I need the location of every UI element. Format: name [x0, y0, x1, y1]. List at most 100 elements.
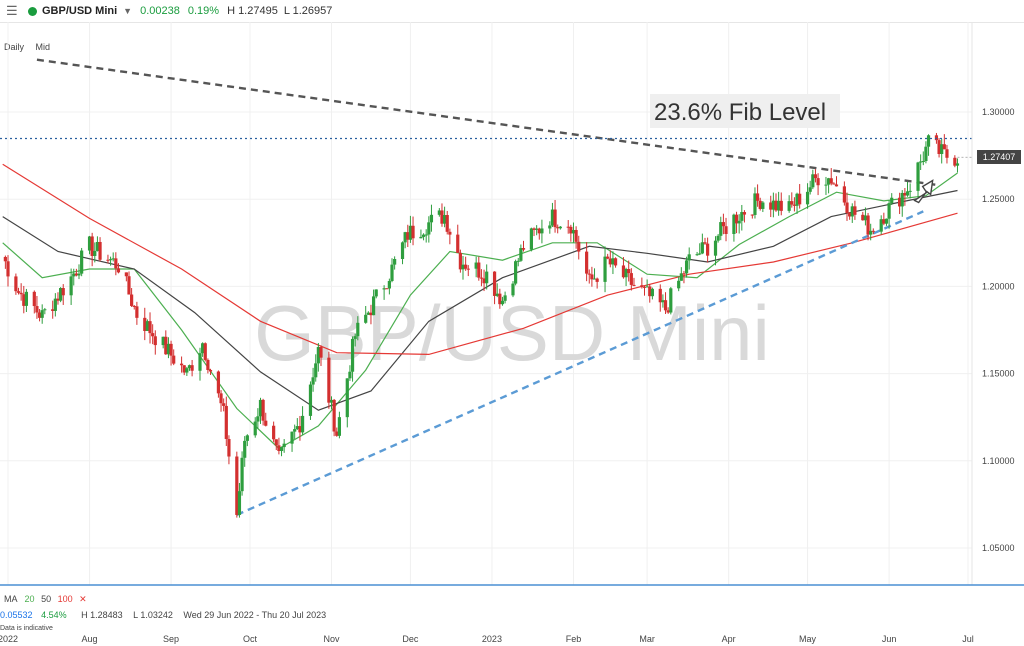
chevron-down-icon[interactable]: ▼	[123, 6, 133, 16]
candle-body	[421, 234, 426, 237]
candle-body	[390, 264, 394, 281]
candle-body	[695, 254, 699, 256]
candle-body	[945, 149, 949, 158]
chart-settings: Daily Mid	[4, 42, 59, 52]
candle-body	[277, 445, 281, 451]
candle-body	[474, 262, 478, 269]
candle-body	[219, 393, 223, 404]
candle-body	[642, 286, 647, 288]
breakout-arrow-icon	[913, 179, 934, 204]
candle-body	[942, 144, 946, 150]
instrument-name[interactable]: GBP/USD Mini	[42, 5, 118, 17]
candle-body	[613, 258, 618, 266]
candle-body	[684, 260, 689, 274]
candle-body	[771, 200, 775, 210]
candle-body	[227, 439, 231, 457]
y-tick-label: 1.20000	[982, 281, 1015, 291]
candle-body	[813, 174, 818, 179]
interval-selector[interactable]: Daily	[4, 42, 25, 52]
candle-body	[14, 276, 18, 292]
candle-body	[235, 456, 239, 515]
candle-body	[445, 215, 449, 232]
fib-annotation-bg	[650, 94, 840, 128]
candle-body	[290, 431, 294, 444]
candle-body	[464, 264, 468, 269]
candle-body	[769, 202, 773, 210]
market-status-dot-icon	[28, 6, 37, 16]
candle-body	[603, 256, 607, 282]
candle-body	[169, 343, 173, 356]
candle-body	[258, 399, 263, 417]
candle-body	[108, 259, 113, 261]
indicator-name[interactable]: MA	[4, 594, 18, 604]
candle-body	[22, 294, 26, 306]
candle-body	[282, 443, 286, 448]
x-tick-label: Aug	[82, 634, 98, 644]
range-change-percent: 4.54%	[41, 610, 67, 620]
x-tick-label: 2022	[0, 634, 18, 644]
candle-body	[682, 273, 686, 275]
candle-body	[135, 306, 139, 318]
close-icon[interactable]: ✕	[79, 594, 87, 604]
candle-body	[185, 368, 189, 373]
candle-body	[106, 259, 110, 261]
candle-body	[882, 219, 886, 224]
candle-body	[824, 184, 828, 186]
candle-body	[456, 234, 460, 253]
arrow-shape	[913, 179, 934, 204]
candle-body	[24, 291, 29, 306]
candle-body	[587, 273, 591, 275]
trendline-support	[236, 210, 924, 516]
candle-body	[369, 312, 373, 316]
last-price-label: 1.27407	[977, 150, 1021, 165]
candle-body	[237, 491, 242, 515]
candle-body	[35, 306, 39, 313]
candle-body	[153, 336, 157, 346]
candle-body	[145, 321, 149, 331]
candle-body	[403, 232, 407, 243]
candle-body	[884, 218, 889, 224]
candle-body	[243, 440, 247, 458]
x-tick-label: 2023	[482, 634, 502, 644]
candle-body	[645, 286, 649, 288]
candle-body	[93, 250, 97, 256]
y-tick-label: 1.30000	[982, 107, 1015, 117]
candle-body	[516, 260, 520, 262]
ma-period-50[interactable]: 50	[41, 594, 52, 604]
ma-period-100[interactable]: 100	[57, 594, 73, 604]
candle-body	[666, 310, 670, 313]
candle-body	[887, 203, 891, 219]
candle-body	[898, 197, 902, 207]
range-change: 0.05532	[0, 610, 33, 620]
candle-body	[955, 163, 960, 166]
candle-body	[742, 212, 747, 215]
y-tick-label: 1.05000	[982, 543, 1015, 553]
price-mode-selector[interactable]: Mid	[35, 42, 51, 52]
candle-body	[201, 343, 205, 354]
price-axis: 1.05000 1.10000 1.15000 1.20000 1.25000 1.300…	[982, 107, 1015, 553]
date-range: Wed 29 Jun 2022 - Thu 20 Jul 2023	[183, 610, 327, 620]
candle-body	[571, 229, 576, 234]
candle-body	[429, 214, 434, 223]
data-note: Data is indicative	[0, 625, 53, 632]
candle-body	[566, 226, 570, 228]
candle-body	[327, 357, 331, 403]
candle-body	[503, 295, 507, 301]
candle-body	[532, 228, 536, 230]
ma-period-20[interactable]: 20	[24, 594, 35, 604]
x-tick-label: Apr	[722, 634, 736, 644]
candle-body	[734, 214, 739, 224]
candle-body	[206, 359, 210, 370]
candle-body	[74, 273, 78, 276]
candle-body	[427, 222, 431, 235]
hamburger-menu-icon[interactable]: ☰	[6, 3, 18, 18]
candle-body	[408, 225, 413, 240]
range-stats: 0.05532 4.54% H 1.28483 L 1.03242 Wed 29…	[0, 610, 326, 620]
candle-body	[111, 258, 115, 260]
candle-body	[161, 336, 165, 346]
candle-body	[272, 425, 276, 440]
candle-body	[569, 226, 573, 234]
candle-body	[448, 231, 452, 235]
candle-body	[574, 229, 578, 242]
